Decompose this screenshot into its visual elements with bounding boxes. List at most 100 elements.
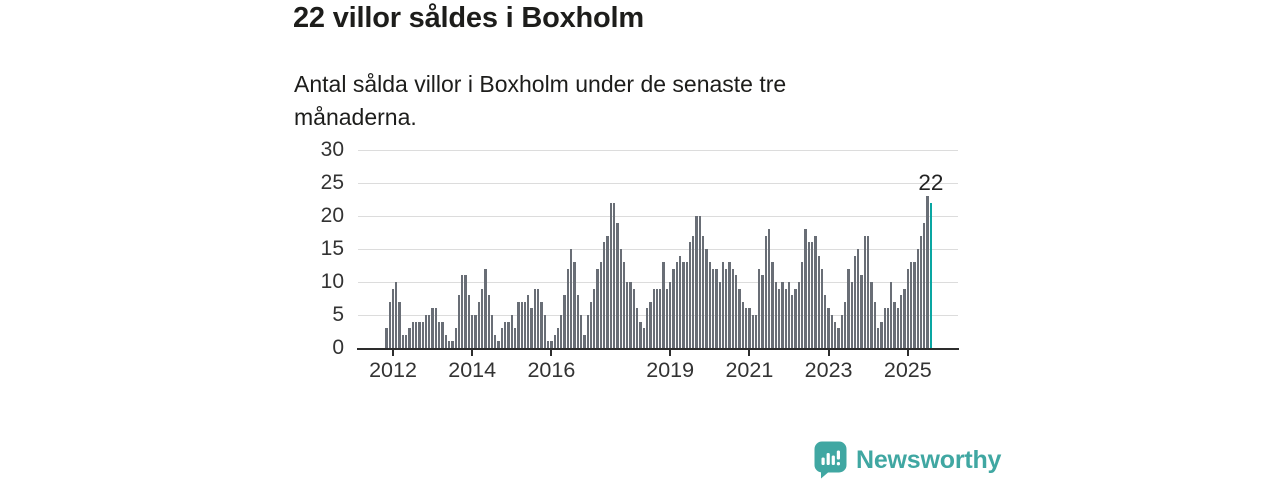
bar bbox=[619, 249, 622, 348]
bar bbox=[477, 301, 480, 348]
bar bbox=[876, 328, 880, 348]
newsworthy-logo: Newsworthy bbox=[814, 441, 1001, 479]
bar bbox=[735, 275, 738, 348]
bar bbox=[388, 301, 391, 348]
bar bbox=[520, 301, 523, 348]
x-axis-label: 2014 bbox=[448, 358, 497, 382]
newsworthy-wordmark: Newsworthy bbox=[856, 445, 1002, 474]
bar bbox=[807, 242, 810, 348]
bar bbox=[642, 328, 645, 348]
bar bbox=[583, 334, 586, 348]
bar bbox=[728, 262, 731, 348]
bar bbox=[579, 315, 583, 348]
bar bbox=[830, 315, 834, 348]
bar bbox=[900, 295, 903, 348]
bar bbox=[906, 268, 909, 348]
bar bbox=[438, 321, 441, 348]
gridline bbox=[358, 281, 958, 283]
bar bbox=[530, 308, 533, 348]
bar bbox=[731, 268, 735, 348]
bar bbox=[698, 216, 702, 348]
bar bbox=[523, 301, 527, 348]
bar bbox=[692, 235, 695, 348]
bar bbox=[609, 202, 612, 348]
y-axis-label: 30 bbox=[320, 138, 344, 161]
bar bbox=[787, 282, 791, 348]
bar bbox=[685, 262, 688, 348]
bar bbox=[672, 268, 675, 348]
bar bbox=[771, 262, 774, 348]
bar bbox=[612, 202, 616, 348]
newsworthy-logo-icon bbox=[814, 441, 847, 479]
bar bbox=[513, 328, 517, 348]
bar bbox=[768, 229, 771, 348]
bar bbox=[391, 288, 395, 348]
bar bbox=[711, 268, 715, 348]
bar bbox=[385, 328, 388, 348]
bar bbox=[563, 295, 566, 348]
last-value-label: 22 bbox=[918, 170, 944, 195]
bar bbox=[705, 249, 708, 348]
bar bbox=[761, 275, 764, 348]
bar bbox=[408, 328, 411, 348]
bar bbox=[546, 341, 550, 348]
bar bbox=[886, 308, 890, 348]
x-axis-line bbox=[357, 347, 959, 350]
bar bbox=[758, 268, 761, 348]
bar bbox=[461, 275, 464, 348]
bar bbox=[834, 321, 837, 348]
bar bbox=[797, 282, 801, 348]
bar bbox=[533, 288, 537, 348]
bar bbox=[893, 301, 896, 348]
bar bbox=[504, 321, 507, 348]
bar bbox=[814, 235, 817, 348]
bar bbox=[820, 268, 824, 348]
bar bbox=[550, 341, 553, 348]
bar bbox=[659, 288, 662, 348]
bar bbox=[593, 288, 596, 348]
bar bbox=[652, 288, 655, 348]
bar bbox=[916, 249, 919, 348]
bar bbox=[401, 334, 405, 348]
bar bbox=[919, 235, 923, 348]
bar bbox=[741, 301, 744, 348]
y-axis-label: 15 bbox=[320, 237, 344, 260]
bar bbox=[913, 262, 916, 348]
bar bbox=[801, 262, 804, 348]
bar bbox=[510, 315, 513, 348]
bar bbox=[507, 321, 510, 348]
x-axis-tick bbox=[669, 348, 672, 356]
bar bbox=[424, 315, 428, 348]
bar bbox=[853, 255, 857, 348]
bar bbox=[636, 308, 639, 348]
bar bbox=[774, 282, 777, 348]
bar bbox=[606, 235, 609, 348]
bar bbox=[474, 315, 477, 348]
bar bbox=[395, 282, 398, 348]
bar bbox=[616, 222, 619, 348]
bar bbox=[543, 315, 546, 348]
bar bbox=[434, 308, 438, 348]
bar bbox=[527, 295, 530, 348]
bar bbox=[464, 275, 467, 348]
bar bbox=[454, 328, 457, 348]
bar bbox=[553, 334, 556, 348]
bar bbox=[632, 288, 636, 348]
bar bbox=[603, 242, 606, 348]
gridline bbox=[358, 215, 958, 217]
bar bbox=[560, 315, 563, 348]
bar bbox=[570, 249, 573, 348]
y-axis-label: 5 bbox=[332, 303, 344, 326]
bar bbox=[622, 262, 626, 348]
bar bbox=[573, 262, 576, 348]
bar bbox=[576, 295, 579, 348]
bar bbox=[411, 321, 414, 348]
bar bbox=[497, 341, 500, 348]
bar bbox=[764, 235, 768, 348]
highlighted-bar bbox=[929, 202, 933, 348]
bar bbox=[837, 328, 840, 348]
bar bbox=[738, 288, 741, 348]
x-axis-label: 2021 bbox=[725, 358, 774, 382]
bar bbox=[484, 268, 487, 348]
